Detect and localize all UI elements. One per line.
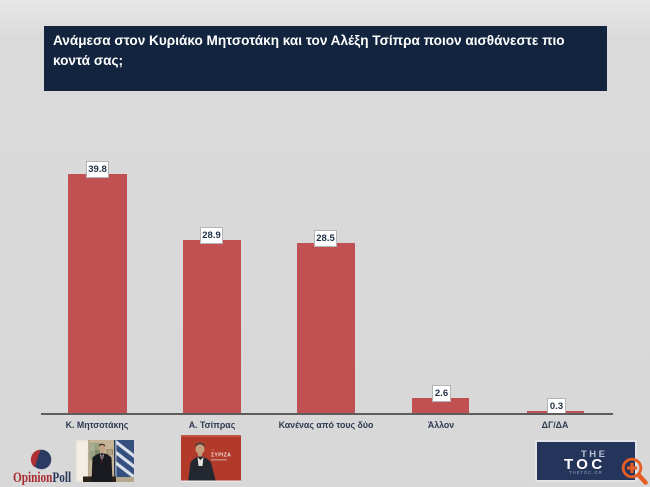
svg-text:ΣΥΡΙΖΑ: ΣΥΡΙΖΑ bbox=[211, 453, 231, 459]
